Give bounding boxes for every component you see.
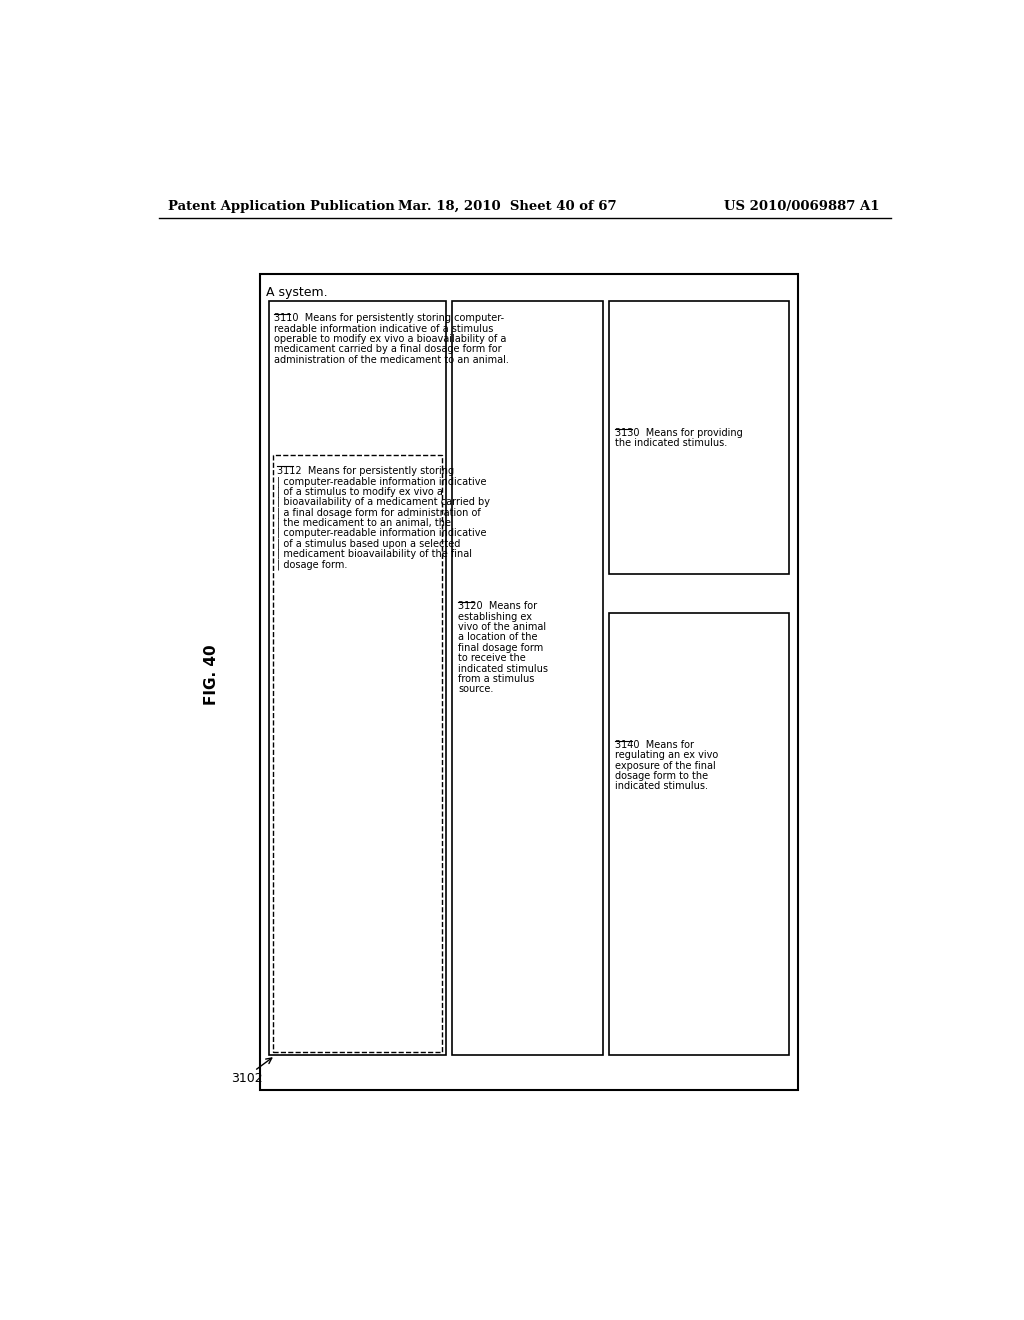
Bar — [452, 301, 603, 1056]
Text: indicated stimulus.: indicated stimulus. — [615, 781, 709, 791]
Text: final dosage form: final dosage form — [458, 643, 544, 652]
Bar — [609, 301, 790, 574]
Text: 3102: 3102 — [230, 1072, 262, 1085]
Text: operable to modify ex vivo a bioavailability of a: operable to modify ex vivo a bioavailabi… — [273, 334, 506, 345]
Text: A system.: A system. — [266, 286, 328, 300]
Bar — [269, 301, 445, 1056]
Bar — [609, 612, 790, 1056]
Text: | computer-readable information indicative: | computer-readable information indicati… — [276, 477, 486, 487]
Text: | of a stimulus based upon a selected: | of a stimulus based upon a selected — [276, 539, 460, 549]
Text: 3140  Means for: 3140 Means for — [615, 739, 694, 750]
Text: to receive the: to receive the — [458, 653, 526, 663]
Text: medicament carried by a final dosage form for: medicament carried by a final dosage for… — [273, 345, 502, 354]
Text: dosage form to the: dosage form to the — [615, 771, 709, 781]
Text: a location of the: a location of the — [458, 632, 538, 643]
Text: | a final dosage form for administration of: | a final dosage form for administration… — [276, 507, 480, 517]
Text: vivo of the animal: vivo of the animal — [458, 622, 546, 632]
Text: the indicated stimulus.: the indicated stimulus. — [615, 438, 728, 449]
Text: FIG. 40: FIG. 40 — [204, 644, 219, 705]
Text: administration of the medicament to an animal.: administration of the medicament to an a… — [273, 355, 509, 364]
Text: | bioavailability of a medicament carried by: | bioavailability of a medicament carrie… — [276, 496, 489, 507]
Text: 3130  Means for providing: 3130 Means for providing — [615, 428, 743, 438]
Text: Mar. 18, 2010  Sheet 40 of 67: Mar. 18, 2010 Sheet 40 of 67 — [398, 199, 617, 213]
Text: establishing ex: establishing ex — [458, 611, 532, 622]
Text: 3120  Means for: 3120 Means for — [458, 601, 538, 611]
Text: 3110  Means for persistently storing computer-: 3110 Means for persistently storing comp… — [273, 313, 504, 323]
Bar — [273, 455, 442, 1052]
Text: from a stimulus: from a stimulus — [458, 675, 535, 684]
Text: | medicament bioavailability of the final: | medicament bioavailability of the fina… — [276, 549, 472, 560]
Text: indicated stimulus: indicated stimulus — [458, 664, 548, 673]
Text: | dosage form.: | dosage form. — [276, 560, 347, 570]
Text: regulating an ex vivo: regulating an ex vivo — [615, 750, 719, 760]
Text: | of a stimulus to modify ex vivo a: | of a stimulus to modify ex vivo a — [276, 487, 442, 496]
Text: | computer-readable information indicative: | computer-readable information indicati… — [276, 528, 486, 539]
Text: | the medicament to an animal, the: | the medicament to an animal, the — [276, 517, 451, 528]
Text: Patent Application Publication: Patent Application Publication — [168, 199, 395, 213]
Text: US 2010/0069887 A1: US 2010/0069887 A1 — [724, 199, 880, 213]
Text: 3112  Means for persistently storing: 3112 Means for persistently storing — [276, 466, 454, 475]
Bar — [260, 275, 799, 1090]
Text: source.: source. — [458, 684, 494, 694]
Text: exposure of the final: exposure of the final — [615, 760, 716, 771]
Text: readable information indicative of a stimulus: readable information indicative of a sti… — [273, 323, 494, 334]
